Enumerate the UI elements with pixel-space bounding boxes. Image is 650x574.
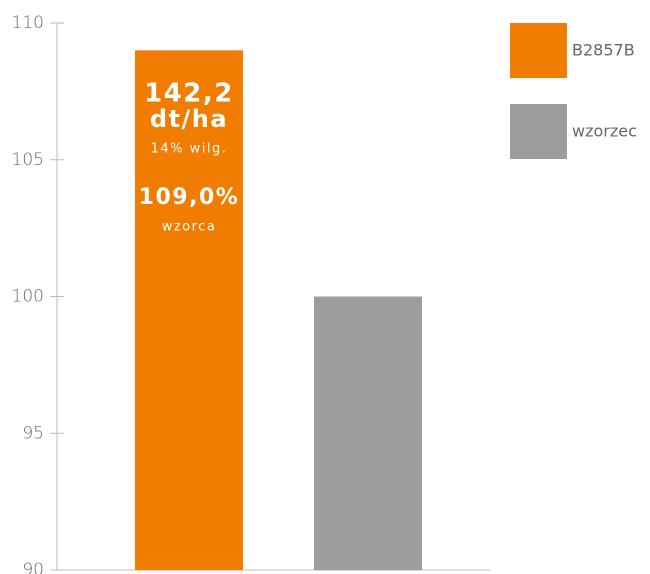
value-label: 109,0%: [139, 185, 240, 210]
y-tick-label: 95: [22, 423, 44, 443]
annotation: 14% wilg.: [151, 142, 228, 157]
y-tick-label: 105: [12, 150, 44, 170]
legend-label: B2857B: [572, 41, 635, 60]
annotation: wzorca: [162, 220, 217, 235]
annotation: 142,2: [144, 79, 234, 109]
legend-swatch: [510, 23, 567, 78]
bar: [314, 296, 422, 570]
y-tick-label: 90: [22, 560, 44, 574]
legend-label: wzorzec: [572, 122, 637, 141]
bar: [135, 50, 243, 571]
y-tick-label: 110: [12, 13, 44, 33]
legend-swatch: [510, 104, 567, 159]
annotation: dt/ha: [150, 105, 228, 133]
y-tick-label: 100: [12, 287, 44, 307]
